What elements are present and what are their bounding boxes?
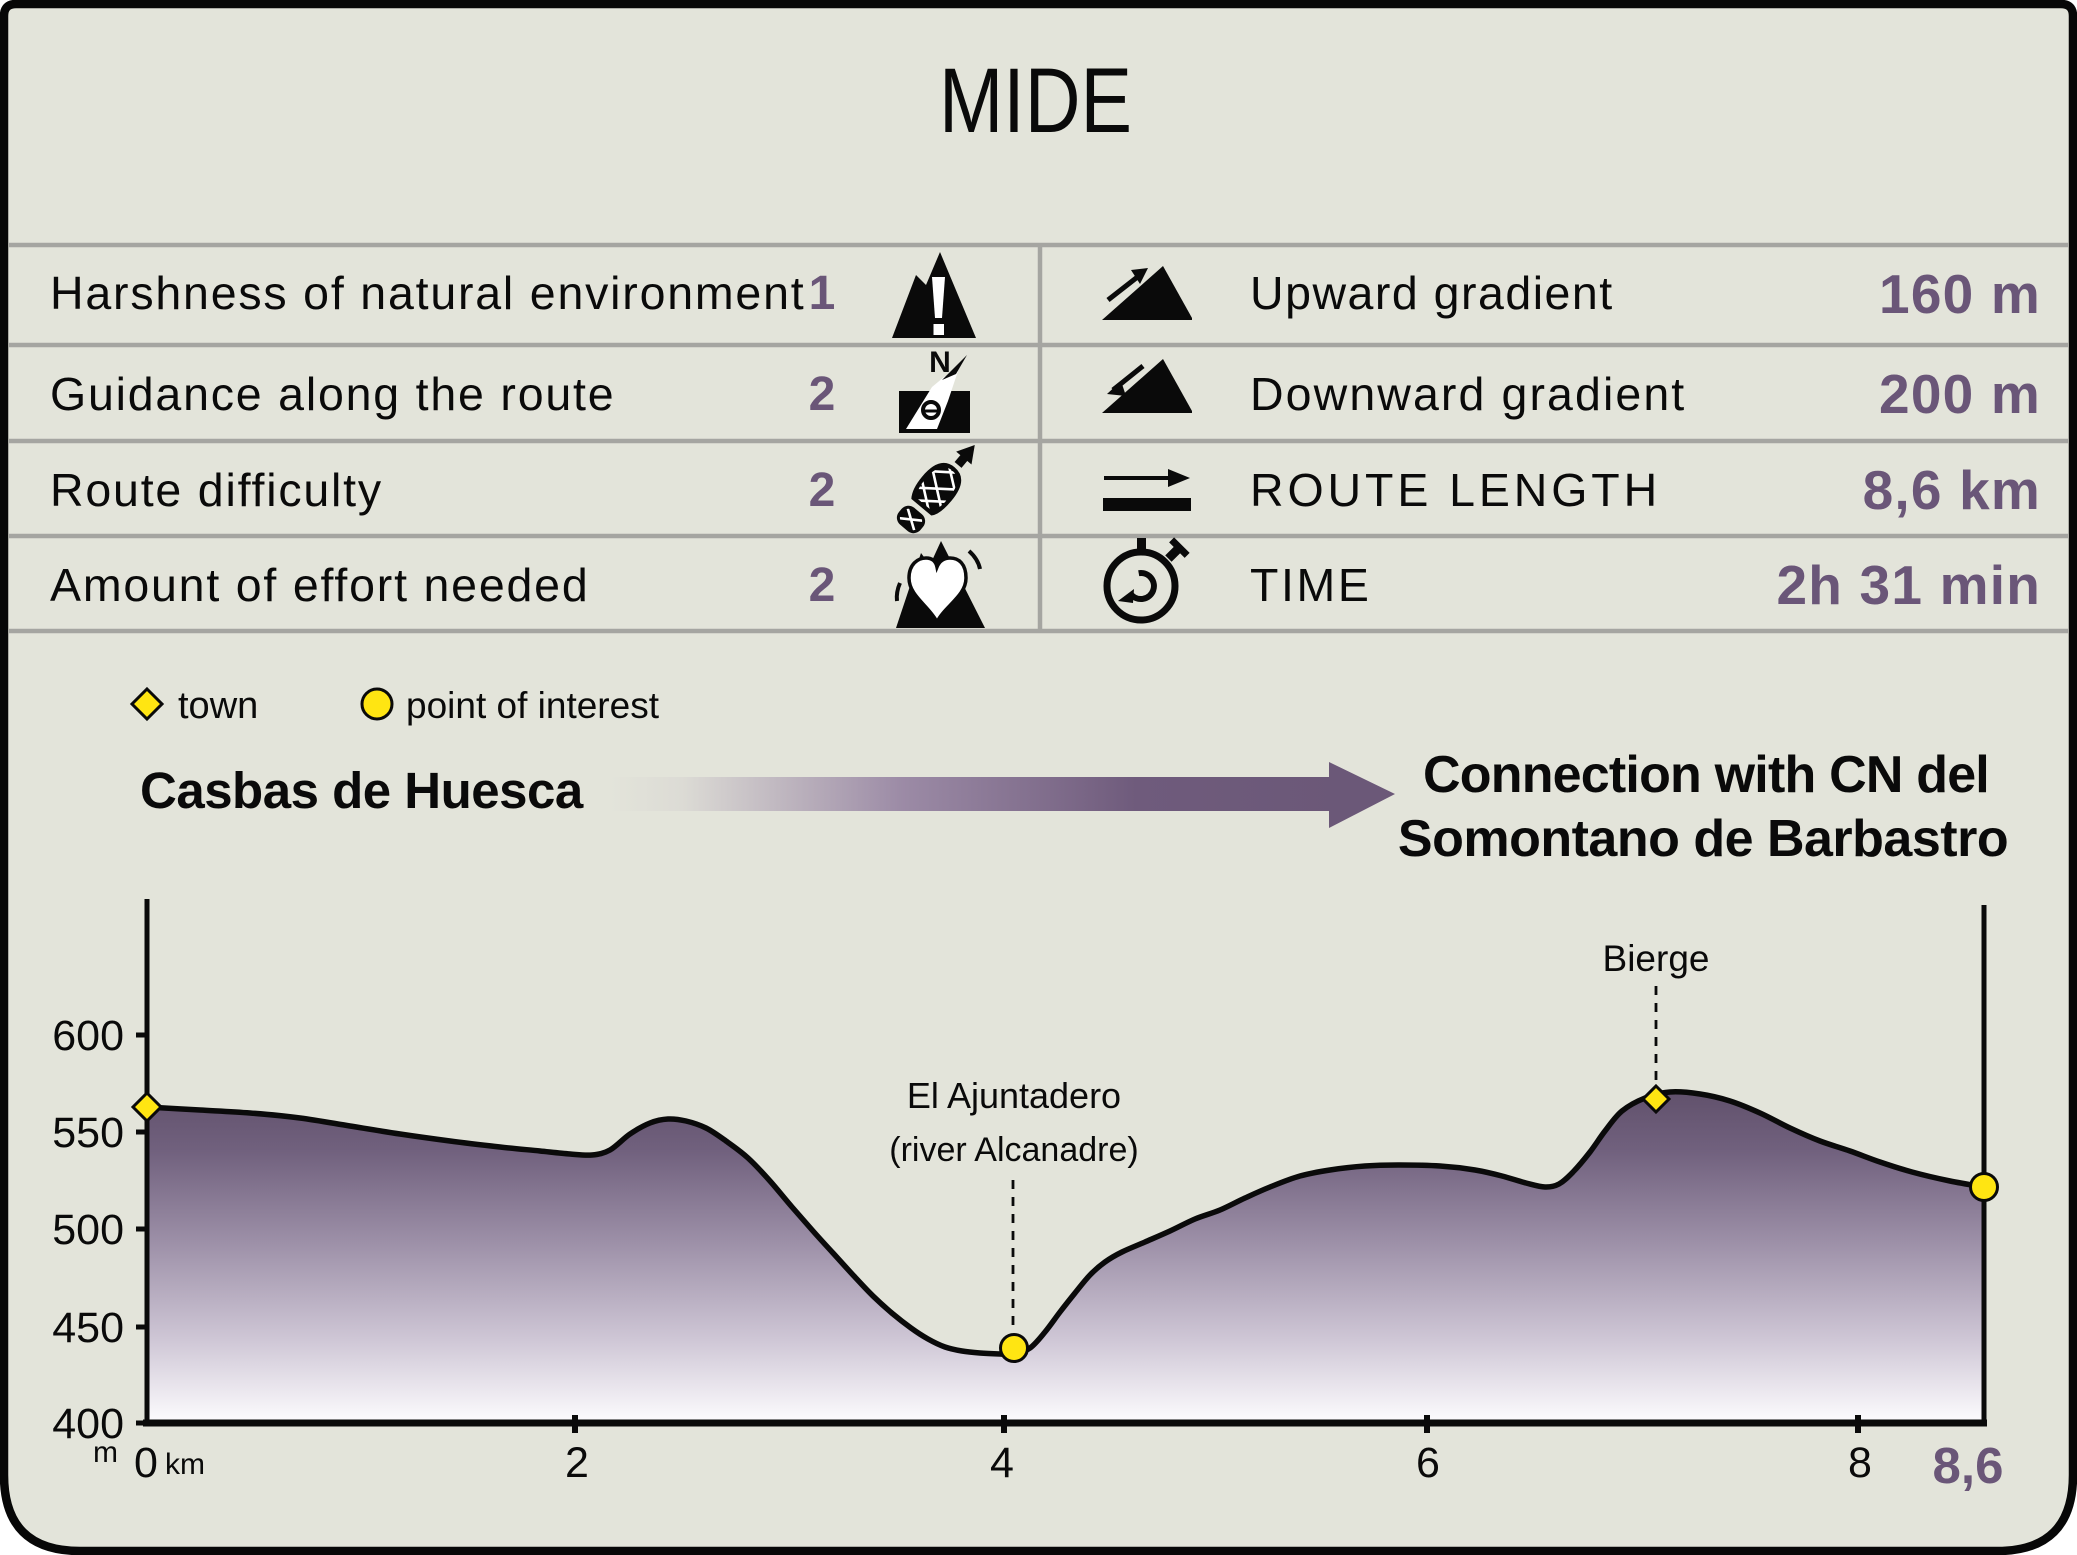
svg-text:8: 8 bbox=[1848, 1439, 1872, 1487]
svg-text:km: km bbox=[165, 1448, 205, 1481]
svg-text:Upward gradient: Upward gradient bbox=[1250, 267, 1614, 319]
svg-text:Harshness of natural environme: Harshness of natural environment bbox=[50, 267, 805, 319]
svg-text:0: 0 bbox=[134, 1439, 158, 1487]
svg-text:m: m bbox=[93, 1436, 118, 1469]
svg-text:point of interest: point of interest bbox=[406, 685, 660, 726]
svg-text:Amount of effort needed: Amount of effort needed bbox=[50, 559, 589, 611]
svg-text:El Ajuntadero: El Ajuntadero bbox=[907, 1075, 1121, 1116]
svg-text:2: 2 bbox=[809, 464, 836, 517]
svg-text:8,6 km: 8,6 km bbox=[1863, 459, 2041, 521]
svg-text:400: 400 bbox=[52, 1400, 124, 1448]
svg-text:6: 6 bbox=[1416, 1439, 1440, 1487]
svg-text:2: 2 bbox=[809, 559, 836, 612]
svg-text:Casbas de Huesca: Casbas de Huesca bbox=[140, 762, 584, 819]
svg-text:450: 450 bbox=[52, 1304, 124, 1352]
svg-text:1: 1 bbox=[809, 267, 836, 320]
svg-text:TIME: TIME bbox=[1250, 559, 1371, 611]
svg-text:N: N bbox=[929, 346, 951, 379]
svg-text:Somontano de Barbastro: Somontano de Barbastro bbox=[1398, 810, 2008, 868]
svg-text:8,6: 8,6 bbox=[1933, 1437, 2004, 1494]
svg-text:500: 500 bbox=[52, 1206, 124, 1254]
svg-text:2h 31 min: 2h 31 min bbox=[1776, 554, 2041, 616]
svg-text:ROUTE LENGTH: ROUTE LENGTH bbox=[1250, 464, 1661, 516]
svg-text:2: 2 bbox=[809, 368, 836, 421]
svg-text:Connection with CN del: Connection with CN del bbox=[1423, 746, 1989, 804]
svg-text:600: 600 bbox=[52, 1012, 124, 1060]
svg-text:550: 550 bbox=[52, 1109, 124, 1157]
svg-text:Route difficulty: Route difficulty bbox=[50, 464, 383, 516]
svg-text:MIDE: MIDE bbox=[939, 50, 1132, 152]
svg-text:Bierge: Bierge bbox=[1603, 938, 1710, 979]
svg-text:2: 2 bbox=[565, 1439, 589, 1487]
svg-text:(river Alcanadre): (river Alcanadre) bbox=[889, 1131, 1138, 1169]
svg-text:160 m: 160 m bbox=[1879, 263, 2041, 325]
svg-text:4: 4 bbox=[990, 1439, 1014, 1487]
svg-text:town: town bbox=[178, 685, 258, 727]
svg-text:Guidance along the route: Guidance along the route bbox=[50, 368, 615, 420]
svg-text:Downward gradient: Downward gradient bbox=[1250, 368, 1686, 420]
svg-text:200 m: 200 m bbox=[1879, 363, 2041, 425]
